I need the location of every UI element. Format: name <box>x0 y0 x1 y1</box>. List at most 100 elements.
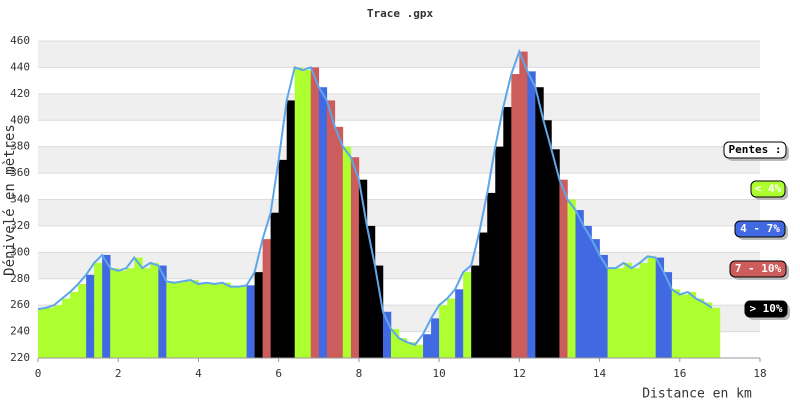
profile-bar <box>374 265 384 358</box>
profile-bar <box>487 192 496 358</box>
profile-bar <box>647 256 657 358</box>
profile-bar <box>54 305 63 358</box>
profile-bar <box>182 281 191 358</box>
profile-bar <box>399 338 408 358</box>
legend-entry-box <box>729 260 787 278</box>
x-tick-label: 10 <box>432 367 445 380</box>
x-tick-label: 6 <box>275 367 282 380</box>
profile-bar <box>535 87 544 359</box>
profile-bar <box>326 100 336 358</box>
profile-bar <box>631 268 640 358</box>
profile-bar <box>559 179 568 358</box>
profile-bar <box>623 262 632 358</box>
y-tick-label: 400 <box>10 113 30 126</box>
legend-entry-box <box>734 220 786 238</box>
legend-entry: 7 - 10% <box>735 262 782 275</box>
y-tick-label: 320 <box>10 219 30 232</box>
y-tick-label: 340 <box>10 193 30 206</box>
profile-bar <box>134 257 143 358</box>
y-tick-label: 460 <box>10 34 30 47</box>
profile-bar <box>246 285 255 358</box>
profile-bar <box>302 70 312 358</box>
profile-bar <box>599 254 608 358</box>
profile-bar <box>527 71 536 359</box>
x-tick-label: 16 <box>673 367 686 380</box>
y-tick-label: 220 <box>10 351 30 364</box>
profile-bar <box>86 274 95 358</box>
profile-bar <box>407 342 416 358</box>
profile-bar <box>118 270 127 358</box>
legend-title: Pentes : <box>729 143 782 156</box>
y-tick-label: 440 <box>10 60 30 73</box>
grid-band <box>38 146 760 174</box>
profile-bar <box>38 309 47 358</box>
profile-bar <box>270 212 279 358</box>
profile-bar <box>350 157 360 358</box>
legend-entry: 4 - 7% <box>740 222 780 235</box>
profile-bar <box>214 284 223 358</box>
profile-bar <box>262 239 271 358</box>
profile-bar <box>583 225 592 358</box>
x-tick-label: 12 <box>513 367 526 380</box>
profile-bar <box>46 307 55 358</box>
profile-bar <box>511 74 520 358</box>
profile-bar <box>639 262 648 358</box>
profile-bar <box>294 67 304 359</box>
profile-bar <box>366 225 376 358</box>
profile-bar <box>447 298 456 358</box>
profile-bar <box>415 344 424 358</box>
legend-entry: < 4% <box>755 182 782 195</box>
profile-bar <box>390 328 400 358</box>
profile-bar <box>230 286 239 358</box>
y-tick-label: 300 <box>10 245 30 258</box>
profile-bar <box>495 146 504 358</box>
profile-bar <box>150 262 159 358</box>
profile-bar <box>166 281 175 358</box>
profile-bar <box>663 272 673 358</box>
x-tick-label: 8 <box>356 367 363 380</box>
profile-bar <box>607 268 616 358</box>
profile-bar <box>94 262 103 358</box>
profile-bar <box>222 282 231 358</box>
legend-entry-box <box>744 300 788 318</box>
profile-bar <box>463 272 472 358</box>
profile-bar <box>78 284 87 358</box>
profile-bar <box>126 268 135 358</box>
profile-bar <box>423 334 432 358</box>
profile-bar <box>286 100 296 358</box>
profile-bar <box>278 159 287 358</box>
profile-bar <box>455 289 464 358</box>
profile-bar <box>334 126 344 359</box>
profile-bar <box>431 318 440 358</box>
profile-bar <box>591 239 600 358</box>
legend-entry-box <box>750 180 786 198</box>
profile-bar <box>519 51 528 359</box>
profile-bar <box>110 268 119 358</box>
y-tick-label: 260 <box>10 298 30 311</box>
y-tick-label: 280 <box>10 272 30 285</box>
profile-bar <box>190 280 199 358</box>
profile-bar <box>543 120 552 358</box>
profile-bar <box>198 284 207 358</box>
profile-bar <box>575 210 584 358</box>
profile-bar <box>382 311 392 358</box>
x-tick-label: 2 <box>115 367 122 380</box>
profile-bar <box>102 254 111 358</box>
profile-bar <box>62 298 71 358</box>
legend-entry: > 10% <box>749 302 782 315</box>
grid-band <box>38 199 760 226</box>
profile-bar <box>711 307 721 358</box>
profile-bar <box>254 272 263 358</box>
profile-bar <box>358 179 368 358</box>
profile-bar <box>318 87 328 359</box>
x-axis-label: Distance en km <box>642 387 752 400</box>
y-tick-label: 380 <box>10 140 30 153</box>
profile-bar <box>615 268 624 358</box>
profile-bar <box>671 289 681 358</box>
profile-bar <box>567 199 576 358</box>
profile-bar <box>687 291 697 358</box>
y-tick-label: 240 <box>10 325 30 338</box>
profile-bar <box>342 146 352 358</box>
profile-bar <box>70 291 79 358</box>
